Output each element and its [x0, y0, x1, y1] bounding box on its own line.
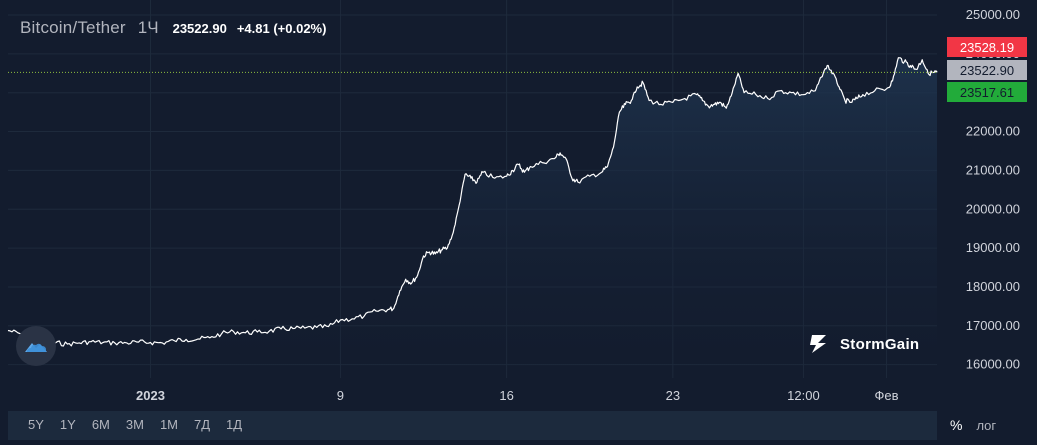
price-badge-label-high: 23528.19: [960, 40, 1014, 55]
price-badge-high: [947, 37, 1027, 57]
y-tick-label: 18000.00: [966, 279, 1020, 294]
range-buttons: 5Y 1Y 6M 3M 1M 7Д 1Д: [20, 410, 250, 440]
symbol-name[interactable]: Bitcoin/Tether: [20, 18, 126, 37]
log-scale-button[interactable]: лог: [976, 417, 997, 433]
range-button-6m[interactable]: 6M: [91, 417, 110, 432]
bottom-toolbar: 5Y 1Y 6M 3M 1M 7Д 1Д % лог: [0, 410, 1037, 445]
chart-legend: Bitcoin/Tether 1Ч 23522.90 +4.81 (+0.02%…: [20, 18, 326, 38]
tradingview-cloud-icon[interactable]: [16, 326, 56, 366]
y-tick-label: 25000.00: [966, 7, 1020, 22]
price-badge-label-last: 23522.90: [960, 63, 1014, 78]
y-tick-label: 19000.00: [966, 240, 1020, 255]
y-tick-label: 17000.00: [966, 318, 1020, 333]
x-tick-label: 23: [666, 388, 680, 403]
range-bar: [8, 411, 937, 440]
scale-tools: % лог: [950, 410, 996, 440]
percent-scale-button[interactable]: %: [950, 417, 963, 433]
range-button-5y[interactable]: 5Y: [28, 417, 44, 432]
range-button-1d[interactable]: 1Д: [226, 417, 243, 432]
brand-name: StormGain: [840, 335, 920, 353]
y-tick-label: 20000.00: [966, 201, 1020, 216]
x-tick-label: 12:00: [787, 388, 820, 403]
stormgain-logo-icon: [810, 335, 826, 353]
price-chart-svg: 25000.0024000.0023000.0022000.0021000.00…: [7, 0, 1027, 403]
price-badge-low: [947, 82, 1027, 102]
price-badge-last: [947, 60, 1027, 80]
last-price: 23522.90: [172, 21, 227, 36]
x-tick-label: 2023: [136, 388, 165, 403]
y-tick-label: 22000.00: [966, 124, 1020, 139]
price-chart[interactable]: 25000.0024000.0023000.0022000.0021000.00…: [0, 0, 1037, 410]
price-change: +4.81 (+0.02%): [236, 21, 327, 36]
x-tick-label: Фев: [875, 388, 899, 403]
range-button-7d[interactable]: 7Д: [194, 417, 211, 432]
x-tick-label: 9: [337, 388, 344, 403]
range-button-3m[interactable]: 3M: [125, 417, 144, 432]
range-button-1m[interactable]: 1M: [159, 417, 178, 432]
cloud-chart-icon: [25, 343, 47, 352]
stormgain-brand: StormGain: [808, 333, 919, 355]
range-button-1y[interactable]: 1Y: [59, 417, 76, 432]
x-tick-label: 16: [499, 388, 513, 403]
price-area-fill: [8, 57, 937, 378]
y-tick-label: 16000.00: [966, 357, 1020, 372]
price-badge-label-low: 23517.61: [960, 85, 1014, 100]
y-tick-label: 21000.00: [966, 162, 1020, 177]
interval-label[interactable]: 1Ч: [137, 18, 159, 37]
price-line: [7, 57, 938, 347]
